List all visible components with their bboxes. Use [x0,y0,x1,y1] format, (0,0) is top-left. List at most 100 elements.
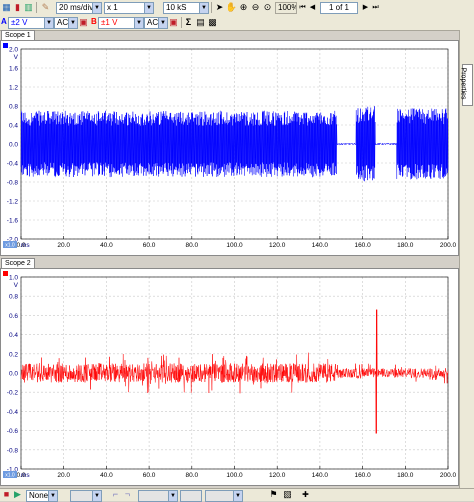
measurements-icon[interactable]: ✚ [302,490,309,499]
tab-scope-1[interactable]: Scope 1 [1,30,35,40]
x-unit-label: ms [21,472,30,479]
hand-tool-icon[interactable]: ✋ [225,2,238,12]
waveform-b [20,309,449,434]
rising-edge-icon[interactable]: ⌐ [112,489,119,499]
x-tick-label: 100.0 [226,472,243,479]
toolbar-separator [181,17,182,28]
y-tick-label: 0.6 [9,313,18,320]
channel-b-range-dropdown-button[interactable]: ▼ [134,17,144,29]
spectrum-mode-icon[interactable]: ▮ [15,2,20,12]
channel-b-options-icon[interactable]: ▣ [169,17,178,27]
chevron-down-icon: ▼ [69,18,77,28]
first-page-icon[interactable]: ⏮ [299,4,306,11]
x-tick-label: 20.0 [57,472,70,479]
x-tick-label: 200.0 [440,242,457,249]
x-tick-label: 0.0 [16,242,25,249]
y-tick-label: -0.8 [7,447,19,454]
channel-marker [3,271,8,276]
persistence-mode-icon[interactable]: ▥ [24,2,33,12]
x-tick-label: 200.0 [440,472,457,479]
trigger-threshold-spin[interactable]: ▼ [168,490,178,502]
y-tick-label: -1.0 [7,467,19,474]
channel-a-coupling-dropdown-button[interactable]: ▼ [68,17,78,29]
math-channel-icon[interactable]: Σ [185,17,192,27]
y-tick-label: 0.4 [9,332,18,339]
waveform-a [20,106,449,182]
scope-mode-icon[interactable]: ▦ [2,2,11,12]
trigger-threshold-field[interactable] [138,490,170,502]
timebase-dropdown-button[interactable]: ▼ [92,2,102,14]
zoom-factor-dropdown-button[interactable]: ▼ [144,2,154,14]
scope-1-plot: 2.01.61.20.80.40.0-0.4-0.8-1.2-1.6-2.00.… [3,43,457,249]
scope-2-plot: 1.00.80.60.40.20.0-0.2-0.4-0.6-0.8-1.00.… [3,271,457,479]
channel-b-coupling-value: AC [147,18,159,27]
y-tick-label: 1.0 [9,275,18,282]
trigger-mode-dropdown-button[interactable]: ▼ [48,490,58,502]
probe-icon[interactable]: ✎ [41,2,50,12]
tab-scope-2-label: Scope 2 [5,260,31,267]
save-icon[interactable]: ▩ [208,17,217,27]
zoom-in-icon[interactable]: ⊕ [239,2,248,12]
properties-tab[interactable]: Properties [459,64,473,106]
samples-dropdown-button[interactable]: ▼ [199,2,209,14]
y-unit-label: V [14,54,19,61]
reference-waveform-icon[interactable]: ▤ [196,17,205,27]
channel-a-range-dropdown-button[interactable]: ▼ [44,17,54,29]
start-button-icon[interactable]: ▶ [14,489,21,499]
channel-b-coupling-dropdown-button[interactable]: ▼ [158,17,168,29]
last-page-icon[interactable]: ⏭ [372,4,379,11]
y-tick-label: 2.0 [9,47,18,54]
x-tick-label: 140.0 [312,472,329,479]
trigger-toolbar: ■ ▶ None ▼ ▼ ⌐ ¬ ▼ ▼ ⚑ ▧ ✚ [0,488,474,502]
trigger-mode-value: None [29,491,49,500]
trigger-source-dropdown-button[interactable]: ▼ [92,490,102,502]
scope-2-panel: 1.0 0.8 0.6 0.4 0.2 0.0 -0.2 -0.4 -0.6 -0.8 -1.0 0.… [0,268,459,486]
y-tick-label: -2.0 [7,237,19,244]
notes-icon[interactable]: ▧ [283,489,292,499]
scope-1-panel: 2.0 1.6 1.2 0.8 0.4 0.0 -0.4 -0.8 -1.2 -1.6 -2.0 0.… [0,40,459,256]
falling-edge-icon[interactable]: ¬ [124,489,131,499]
next-page-icon[interactable]: ▶ [362,4,369,11]
y-tick-label: -0.2 [7,390,19,397]
y-tick-label: 0.4 [9,123,18,130]
zoom-out-icon[interactable]: ⊖ [251,2,260,12]
page-index-value: 1 of 1 [328,3,349,12]
x-tick-label: 60.0 [143,472,156,479]
samples-value: 10 kS [166,3,187,12]
channel-a-options-icon[interactable]: ▣ [79,17,88,27]
y-tick-label: -1.6 [7,218,19,225]
channel-a-range-value: ±2 V [11,18,28,27]
chevron-down-icon: ▼ [145,3,153,13]
previous-page-icon[interactable]: ◀ [309,4,316,11]
x-tick-label: 20.0 [57,242,70,249]
tab-scope-1-label: Scope 1 [5,32,31,39]
x-tick-label: 0.0 [16,472,25,479]
y-tick-label: 0.8 [9,294,18,301]
toolbar-separator [211,2,212,13]
y-tick-label: -1.2 [7,199,19,206]
channel-b-letter: B [91,17,97,26]
x-tick-label: 80.0 [185,472,198,479]
channel-marker [3,43,8,48]
pointer-tool-icon[interactable]: ➤ [215,2,224,12]
toolbar-separator [36,2,37,13]
chevron-down-icon: ▼ [93,3,101,13]
zoom-fit-icon[interactable]: ⊙ [263,2,272,12]
rulers-icon[interactable]: ⚑ [269,489,278,499]
x-tick-label: 100.0 [226,242,243,249]
chevron-down-icon: ▼ [159,18,167,28]
zoom-level-display: 100% [275,2,297,14]
x-tick-label: 160.0 [354,472,371,479]
pre-trigger-field[interactable] [180,490,202,502]
chevron-down-icon: ▼ [200,3,208,13]
stop-button-icon[interactable]: ■ [3,489,10,499]
channel-b-range-select[interactable]: ±1 V [98,17,138,29]
channel-a-range-select[interactable]: ±2 V [8,17,48,29]
x-tick-label: 160.0 [354,242,371,249]
chevron-down-icon: ▼ [169,491,177,501]
y-tick-label: -0.8 [7,180,19,187]
y-tick-label: 0.2 [9,351,18,358]
tab-scope-2[interactable]: Scope 2 [1,258,35,268]
trigger-delay-spin[interactable]: ▼ [233,490,243,502]
x-offset-label: x1.0 [5,473,15,479]
